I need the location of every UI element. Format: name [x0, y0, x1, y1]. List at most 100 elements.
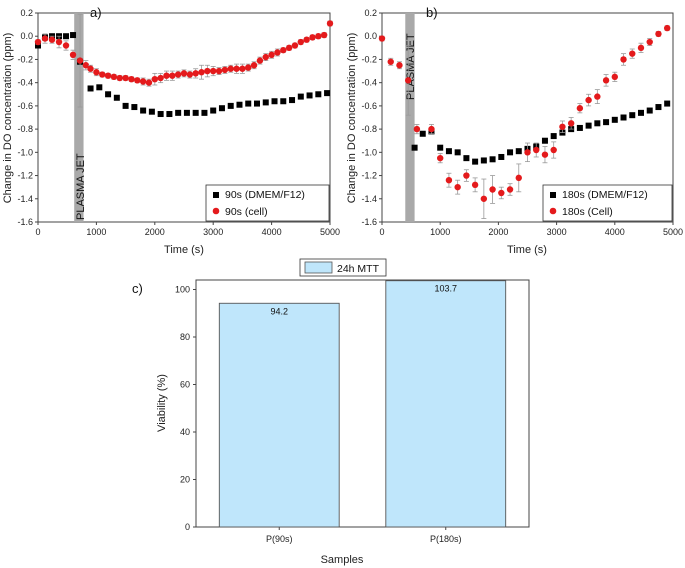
a-point-series1	[55, 38, 63, 46]
a-point-series0	[122, 102, 129, 109]
a-point-series0	[148, 108, 155, 115]
b-point-series1	[404, 77, 412, 84]
a-ytick-label: -1.6	[17, 217, 33, 227]
panel-a-label: a)	[90, 5, 102, 20]
b-point-series1	[629, 50, 636, 57]
b-xtick-label: 3000	[547, 227, 567, 237]
a-ytick-label: -1.4	[17, 194, 33, 204]
panel-b-legend-marker-1	[549, 207, 557, 215]
panel-a-legend-entry-1: 90s (cell)	[225, 206, 268, 218]
panel-c-label: c)	[132, 281, 143, 296]
b-xtick-label: 5000	[663, 227, 683, 237]
b-point-series1	[378, 35, 386, 42]
panel-a-legend: 90s (DMEM/F12) 90s (cell)	[205, 184, 330, 222]
b-point-series1	[387, 58, 394, 65]
a-point-series1	[69, 51, 77, 58]
a-point-series1	[262, 53, 269, 61]
c-bar-value-label: 94.2	[270, 306, 288, 316]
b-point-series1	[567, 120, 575, 127]
a-point-series1	[256, 57, 264, 64]
c-ytick-label: 80	[180, 332, 190, 342]
a-point-series1	[76, 57, 84, 64]
a-point-series0	[271, 98, 278, 105]
a-point-series0	[315, 91, 322, 98]
a-point-series0	[254, 100, 260, 107]
b-ytick-label: -1.6	[361, 217, 377, 227]
b-point-series0	[550, 133, 557, 140]
panel-a-marks	[34, 13, 334, 118]
a-point-series1	[151, 75, 158, 83]
panel-c-plot-frame	[195, 279, 530, 528]
panel-a: PLASMA JET 0 1000 2000 3000 4000 5000 0.2 0.0 -0…	[2, 5, 340, 256]
a-point-series0	[280, 98, 287, 105]
a-point-series1	[34, 38, 42, 46]
c-ytick-label: 60	[180, 380, 190, 390]
b-point-series1	[541, 151, 549, 158]
a-point-series1	[62, 42, 70, 49]
b-point-series0	[664, 100, 671, 107]
panel-c-xlabel: Samples	[321, 554, 364, 566]
b-point-series1	[463, 172, 470, 179]
b-point-series1	[646, 38, 653, 46]
b-point-series1	[524, 149, 531, 156]
panel-b-ylabel: Change in DO concentration (ppm)	[346, 33, 358, 204]
panel-b-plasma-band	[405, 13, 415, 222]
b-ytick-label: -1.0	[361, 147, 377, 157]
c-ytick-label: 20	[180, 475, 190, 485]
b-point-series0	[463, 155, 470, 162]
a-point-series1	[303, 36, 310, 43]
b-point-series1	[506, 186, 514, 193]
a-xtick-label: 3000	[203, 227, 223, 237]
b-point-series1	[655, 30, 662, 38]
a-point-series1	[198, 69, 205, 76]
a-point-series0	[192, 109, 199, 116]
panel-c: 0 20 40 60 80 100 P(90s) P(180s) 94.2 103.7 c) S…	[132, 258, 530, 566]
a-ytick-label: -1.0	[17, 147, 33, 157]
b-point-series1	[396, 62, 403, 69]
a-point-series1	[210, 67, 217, 75]
a-ytick-label: -0.8	[17, 124, 33, 134]
b-point-series0	[507, 149, 514, 156]
a-point-series1	[320, 31, 328, 39]
b-point-series0	[411, 144, 418, 151]
a-ytick-label: -1.2	[17, 171, 33, 181]
b-point-series1	[498, 189, 505, 197]
b-point-series0	[480, 157, 487, 164]
a-point-series1	[82, 62, 90, 69]
a-point-series1	[221, 66, 229, 74]
a-point-series1	[280, 46, 287, 54]
b-ytick-label: 0.2	[364, 8, 377, 18]
a-point-series1	[87, 65, 94, 72]
a-point-series1	[239, 65, 246, 72]
panel-a-ylabel: Change in DO concentration (ppm)	[2, 33, 14, 204]
panel-a-xlabel: Time (s)	[164, 244, 204, 256]
b-point-series0	[515, 148, 522, 155]
a-point-series1	[122, 74, 129, 82]
a-point-series0	[113, 94, 120, 101]
panel-a-plasma-label: PLASMA JET	[75, 153, 87, 220]
a-point-series1	[110, 73, 118, 81]
panel-b-legend: 180s (DMEM/F12) 180s (Cell)	[542, 184, 673, 222]
a-point-series1	[48, 36, 56, 43]
b-point-series1	[611, 73, 618, 81]
b-point-series0	[489, 156, 496, 163]
panel-b-legend-box	[542, 184, 673, 222]
a-ytick-label: -0.4	[17, 78, 33, 88]
panel-a-plasma-band	[74, 13, 84, 222]
a-point-series1	[163, 72, 170, 79]
a-xtick-label: 2000	[145, 227, 165, 237]
b-point-series1	[515, 174, 522, 182]
a-point-series0	[166, 111, 173, 118]
b-point-series0	[620, 114, 627, 121]
a-point-series1	[128, 75, 135, 83]
b-ytick-label: -0.6	[361, 101, 377, 111]
panel-b-label: b)	[426, 5, 438, 20]
a-point-series0	[35, 42, 41, 49]
b-point-series1	[437, 154, 444, 162]
b-xtick-label: 1000	[430, 227, 450, 237]
b-point-series0	[472, 158, 479, 165]
panel-a-legend-entry-0: 90s (DMEM/F12)	[225, 189, 305, 201]
a-xtick-label: 1000	[86, 227, 106, 237]
b-ytick-label: -0.4	[361, 78, 377, 88]
a-point-series1	[134, 77, 141, 84]
